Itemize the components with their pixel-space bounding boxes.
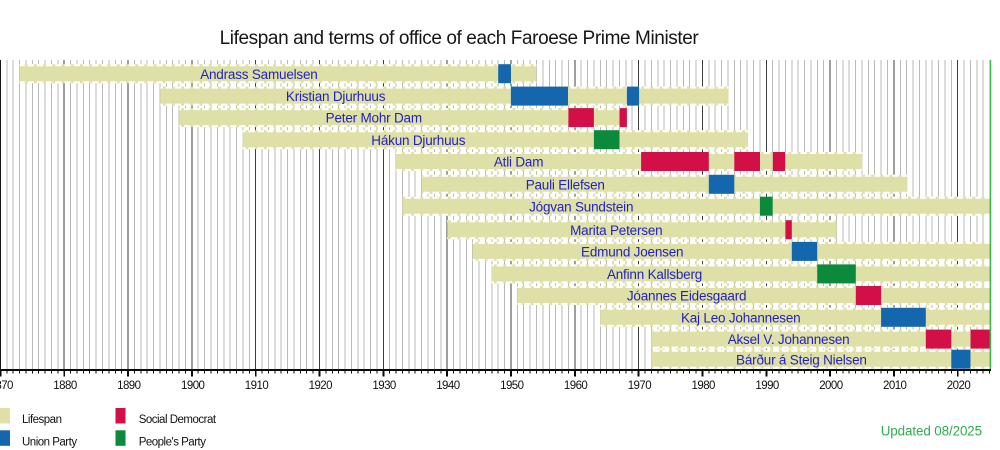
svg-text:Marita Petersen: Marita Petersen — [570, 223, 662, 238]
svg-text:Bárður á Steig Nielsen: Bárður á Steig Nielsen — [736, 352, 867, 367]
svg-text:Andrass Samuelsen: Andrass Samuelsen — [200, 67, 317, 82]
svg-text:1990: 1990 — [755, 380, 779, 392]
svg-text:1910: 1910 — [245, 380, 269, 392]
svg-text:1970: 1970 — [628, 380, 652, 392]
svg-text:2010: 2010 — [883, 380, 907, 392]
svg-text:Updated 08/2025: Updated 08/2025 — [881, 423, 982, 438]
svg-text:People's Party: People's Party — [139, 437, 207, 449]
svg-text:Kristian Djurhuus: Kristian Djurhuus — [286, 89, 386, 104]
svg-text:Lifespan and terms of office o: Lifespan and terms of office of each Far… — [220, 28, 700, 49]
svg-text:Union Party: Union Party — [22, 437, 77, 449]
svg-text:Aksel V. Johannesen: Aksel V. Johannesen — [728, 332, 850, 347]
svg-text:Edmund Joensen: Edmund Joensen — [581, 245, 683, 260]
svg-text:Kaj Leo Johannesen: Kaj Leo Johannesen — [681, 310, 801, 325]
svg-text:1870: 1870 — [0, 380, 13, 392]
svg-text:Hákun Djurhuus: Hákun Djurhuus — [371, 133, 465, 148]
svg-text:1960: 1960 — [564, 380, 588, 392]
svg-text:1900: 1900 — [181, 380, 205, 392]
svg-text:1950: 1950 — [500, 380, 524, 392]
svg-text:Atli Dam: Atli Dam — [494, 155, 543, 170]
svg-text:Jógvan Sundstein: Jógvan Sundstein — [529, 199, 633, 214]
svg-text:1880: 1880 — [53, 380, 77, 392]
svg-text:1890: 1890 — [117, 380, 141, 392]
svg-text:Lifespan: Lifespan — [22, 414, 62, 426]
svg-text:Social Democrat: Social Democrat — [139, 414, 217, 426]
svg-text:Pauli Ellefsen: Pauli Ellefsen — [526, 177, 605, 192]
svg-text:Anfinn Kallsberg: Anfinn Kallsberg — [607, 267, 702, 282]
svg-text:2020: 2020 — [947, 380, 971, 392]
svg-text:Jóannes Eidesgaard: Jóannes Eidesgaard — [627, 289, 747, 304]
svg-text:Peter Mohr Dam: Peter Mohr Dam — [326, 111, 422, 126]
svg-text:1980: 1980 — [692, 380, 716, 392]
svg-text:1930: 1930 — [372, 380, 396, 392]
svg-text:1920: 1920 — [309, 380, 333, 392]
svg-text:2000: 2000 — [819, 380, 843, 392]
svg-text:1940: 1940 — [436, 380, 460, 392]
